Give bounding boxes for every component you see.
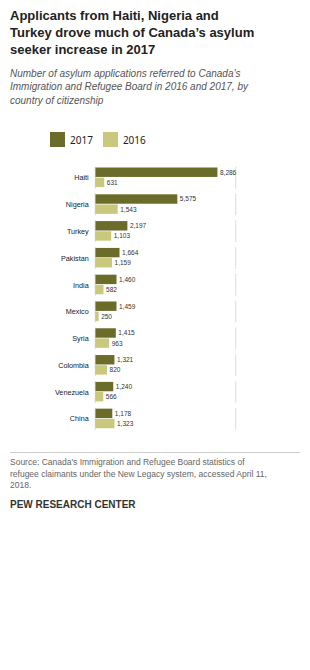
svg-text:1,323: 1,323 <box>117 420 134 427</box>
svg-text:Pakistan: Pakistan <box>61 254 89 263</box>
svg-text:1,103: 1,103 <box>114 233 131 240</box>
html-text:PEW RESEARCH CENTER: PEW RESEARCH CENTER <box>10 498 136 510</box>
svg-text:1,543: 1,543 <box>120 206 137 213</box>
html-text:2017: 2017 <box>70 132 93 147</box>
svg-text:1,178: 1,178 <box>115 410 132 417</box>
html-text:2016: 2016 <box>122 132 146 147</box>
svg-text:8,286: 8,286 <box>220 169 237 176</box>
svg-text:566: 566 <box>106 393 117 400</box>
html-text:Source: Canada's Immigration a: Source: Canada's Immigration and Refugee… <box>10 457 267 491</box>
svg-text:631: 631 <box>107 179 118 186</box>
svg-text:Syria: Syria <box>72 334 89 343</box>
svg-text:Turkey: Turkey <box>67 227 89 236</box>
svg-text:India: India <box>73 281 90 290</box>
svg-text:582: 582 <box>106 286 117 293</box>
svg-text:1,159: 1,159 <box>115 259 132 266</box>
svg-text:1,321: 1,321 <box>117 356 134 363</box>
svg-text:Nigeria: Nigeria <box>66 200 90 209</box>
svg-text:1,240: 1,240 <box>116 383 133 390</box>
html-text:Number of asylum applications: Number of asylum applications referred t… <box>10 67 248 106</box>
html-text:Applicants from Haiti, Nigeria: Applicants from Haiti, Nigeria and Turke… <box>10 8 255 57</box>
svg-text:1,415: 1,415 <box>118 330 135 337</box>
svg-text:1,664: 1,664 <box>122 249 139 256</box>
svg-text:1,459: 1,459 <box>119 303 136 310</box>
svg-text:China: China <box>70 415 90 424</box>
svg-text:1,460: 1,460 <box>119 276 136 283</box>
svg-text:5,575: 5,575 <box>180 196 197 203</box>
svg-text:963: 963 <box>112 340 123 347</box>
svg-text:Colombia: Colombia <box>58 361 90 370</box>
svg-text:2,197: 2,197 <box>130 222 147 229</box>
svg-text:Mexico: Mexico <box>66 307 89 316</box>
svg-text:250: 250 <box>101 313 112 320</box>
svg-text:820: 820 <box>110 367 121 374</box>
svg-text:Venezuela: Venezuela <box>55 388 90 397</box>
svg-text:Haiti: Haiti <box>74 174 89 183</box>
